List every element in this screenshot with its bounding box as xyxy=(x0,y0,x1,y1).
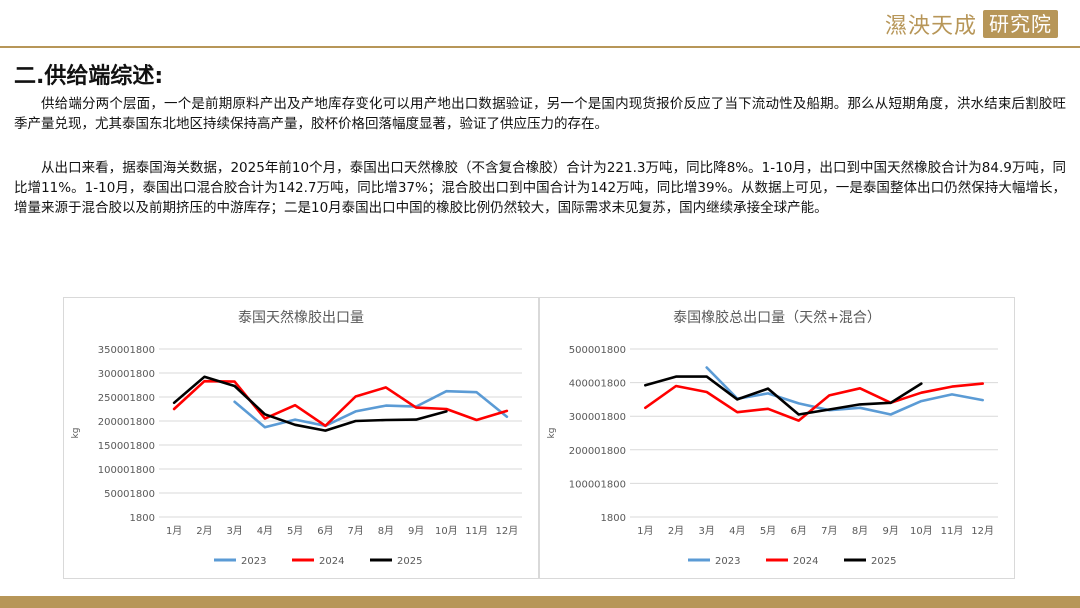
y-tick-label: 150001800 xyxy=(98,441,155,452)
x-tick-label: 9月 xyxy=(882,525,898,537)
x-tick-label: 12月 xyxy=(496,525,519,537)
x-tick-label: 7月 xyxy=(347,525,363,537)
footer-bar xyxy=(0,596,1080,608)
y-axis-label: kg xyxy=(547,428,557,439)
section-heading: 二.供给端综述: xyxy=(14,64,164,89)
x-tick-label: 3月 xyxy=(226,525,242,537)
x-tick-label: 8月 xyxy=(852,525,868,537)
x-tick-label: 10月 xyxy=(435,525,458,537)
y-tick-label: 50001800 xyxy=(104,489,155,500)
x-tick-label: 10月 xyxy=(910,525,933,537)
chart-natural-rubber-export: 泰国天然橡胶出口量 1800 50001800 100001800 150001800 2… xyxy=(71,309,522,567)
series-line-2024 xyxy=(172,379,509,428)
y-tick-label: 300001800 xyxy=(569,412,626,423)
x-tick-label: 3月 xyxy=(698,525,714,537)
y-tick-label: 100001800 xyxy=(569,479,626,490)
company-logo: 濕泱天成 研究院 xyxy=(885,6,1058,42)
series-line-2023 xyxy=(705,366,984,416)
x-tick-label: 6月 xyxy=(790,525,806,537)
chart-panel-natural-rubber-export: 泰国天然橡胶出口量 1800 50001800 100001800 150001800 2… xyxy=(63,297,539,579)
y-tick-label: 400001800 xyxy=(569,379,626,390)
y-tick-label: 350001800 xyxy=(98,345,155,356)
y-tick-label: 500001800 xyxy=(569,345,626,356)
y-tick-label: 1800 xyxy=(601,513,626,524)
legend-label-2025: 2025 xyxy=(871,556,896,567)
x-tick-label: 1月 xyxy=(166,525,182,537)
y-tick-label: 200001800 xyxy=(569,446,626,457)
paragraph-supply-overview: 供给端分两个层面，一个是前期原料产出及产地库存变化可以用产地出口数据验证，另一个… xyxy=(14,96,1066,132)
x-tick-label: 4月 xyxy=(729,525,745,537)
series-line-2024 xyxy=(644,382,984,422)
x-tick-label: 1月 xyxy=(637,525,653,537)
chart-title: 泰国橡胶总出口量（天然+混合） xyxy=(673,309,881,326)
legend-label-2023: 2023 xyxy=(715,556,740,567)
y-tick-label: 100001800 xyxy=(98,465,155,476)
x-tick-label: 11月 xyxy=(941,525,964,537)
legend-label-2024: 2024 xyxy=(793,556,818,567)
x-tick-label: 11月 xyxy=(465,525,488,537)
chart-panel-total-rubber-export: 泰国橡胶总出口量（天然+混合） 1800 100001800 200001800 300… xyxy=(539,297,1015,579)
x-tick-label: 12月 xyxy=(971,525,994,537)
logo-box-text: 研究院 xyxy=(983,10,1058,38)
x-tick-label: 9月 xyxy=(408,525,424,537)
y-tick-label: 300001800 xyxy=(98,369,155,380)
paragraph-export-analysis: 从出口来看，据泰国海关数据，2025年前10个月，泰国出口天然橡胶（不含复合橡胶… xyxy=(14,160,1066,216)
series-line-2025 xyxy=(172,375,448,432)
y-tick-label: 250001800 xyxy=(98,393,155,404)
x-tick-label: 5月 xyxy=(760,525,776,537)
x-tick-label: 7月 xyxy=(821,525,837,537)
x-tick-label: 2月 xyxy=(196,525,212,537)
x-tick-label: 2月 xyxy=(668,525,684,537)
y-tick-label: 1800 xyxy=(130,513,155,524)
y-axis-label: kg xyxy=(71,428,81,439)
x-tick-label: 6月 xyxy=(317,525,333,537)
y-tick-label: 200001800 xyxy=(98,417,155,428)
chart-total-rubber-export: 泰国橡胶总出口量（天然+混合） 1800 100001800 200001800 300… xyxy=(547,309,998,567)
series-line-2023 xyxy=(233,389,509,429)
header-divider xyxy=(0,46,1080,48)
chart-title: 泰国天然橡胶出口量 xyxy=(238,309,364,326)
logo-text: 濕泱天成 xyxy=(884,14,977,39)
legend-label-2025: 2025 xyxy=(397,556,422,567)
x-tick-label: 5月 xyxy=(287,525,303,537)
x-tick-label: 4月 xyxy=(257,525,273,537)
series-line-2025 xyxy=(644,375,923,416)
legend-label-2024: 2024 xyxy=(319,556,344,567)
x-tick-label: 8月 xyxy=(378,525,394,537)
legend-label-2023: 2023 xyxy=(241,556,266,567)
